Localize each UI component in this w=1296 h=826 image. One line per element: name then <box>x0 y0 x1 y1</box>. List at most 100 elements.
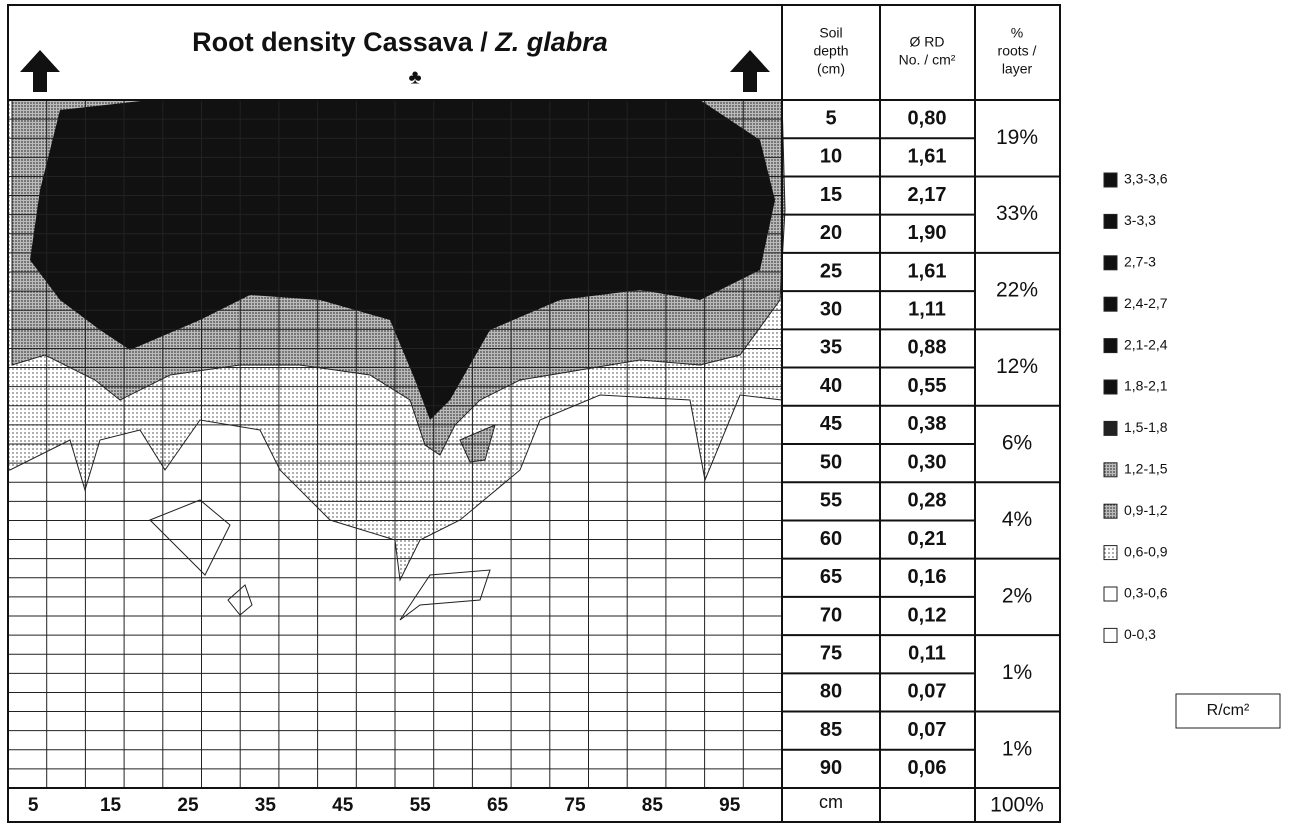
legend-label: 0-0,3 <box>1124 626 1156 642</box>
footer-unit: cm <box>819 792 843 812</box>
rd-value: 0,07 <box>908 719 947 741</box>
legend-swatch <box>1103 255 1118 271</box>
depth: 45 <box>820 413 842 435</box>
depth: 5 <box>825 107 836 129</box>
x-label: 65 <box>487 795 509 816</box>
rd-value: 0,30 <box>908 451 947 473</box>
rd-value: 0,06 <box>908 757 947 779</box>
percent: 22% <box>996 279 1038 302</box>
column-header: roots / <box>998 43 1037 59</box>
percent: 4% <box>1002 508 1032 531</box>
depth: 50 <box>820 451 842 473</box>
symbol: ♣ <box>408 66 421 88</box>
rd-value: 0,12 <box>908 604 947 626</box>
legend-swatch <box>1103 213 1118 229</box>
rd-value: 1,61 <box>908 146 947 168</box>
depth: 70 <box>820 604 842 626</box>
x-label: 75 <box>564 795 586 816</box>
legend-label: 3-3,3 <box>1124 212 1156 228</box>
rd-value: 0,28 <box>908 490 947 512</box>
column-header: No. / cm² <box>899 52 956 68</box>
arrow <box>730 50 770 92</box>
x-label: 55 <box>410 795 432 816</box>
legend-swatch <box>1103 627 1118 643</box>
column-header: Ø RD <box>910 34 945 50</box>
frame <box>7 4 1061 823</box>
depth: 85 <box>820 719 842 741</box>
arrow <box>20 50 60 92</box>
rd-value: 1,11 <box>908 299 946 321</box>
legend-swatch <box>1103 296 1118 312</box>
depth: 20 <box>820 222 842 244</box>
rd-value: 1,90 <box>908 222 947 244</box>
rd-value: 0,21 <box>908 528 947 550</box>
column-header: (cm) <box>817 61 845 77</box>
depth: 55 <box>820 490 842 512</box>
rd-value: 0,38 <box>908 413 947 435</box>
depth: 25 <box>820 260 842 282</box>
percent: 19% <box>996 126 1038 149</box>
percent: 12% <box>996 355 1038 378</box>
footer-total: 100% <box>990 794 1044 817</box>
rd-value: 0,55 <box>908 375 947 397</box>
rd-value: 2,17 <box>908 184 947 206</box>
column-header: layer <box>1002 61 1033 77</box>
depth: 40 <box>820 375 842 397</box>
column-header: Soil <box>819 25 842 41</box>
contour-island <box>399 569 491 621</box>
legend-label: 3,3-3,6 <box>1124 171 1168 187</box>
legend-label: 1,8-2,1 <box>1124 378 1168 394</box>
depth: 30 <box>820 299 842 321</box>
depth: 15 <box>820 184 842 206</box>
rd-value: 0,80 <box>908 107 947 129</box>
percent: 33% <box>996 202 1038 225</box>
legend-unit: R/cm² <box>1207 702 1250 719</box>
legend-swatch <box>1103 172 1118 188</box>
unit-box <box>1175 693 1281 729</box>
legend-label: 2,7-3 <box>1124 254 1156 270</box>
rd-value: 0,11 <box>908 643 946 665</box>
legend-label: 1,2-1,5 <box>1124 461 1168 477</box>
x-label: 95 <box>719 795 741 816</box>
depth: 65 <box>820 566 842 588</box>
legend-swatch <box>1103 338 1118 354</box>
column-header: % <box>1011 25 1023 41</box>
rd-value: 0,16 <box>908 566 947 588</box>
rd-value: 0,88 <box>908 337 947 359</box>
x-label: 5 <box>28 795 39 816</box>
depth: 35 <box>820 337 842 359</box>
percent: 1% <box>1002 737 1032 760</box>
legend-swatch <box>1103 379 1118 395</box>
rd-value: 1,61 <box>908 260 947 282</box>
depth: 80 <box>820 681 842 703</box>
title-italic: Z. glabra <box>494 27 608 57</box>
legend-label: 0,3-0,6 <box>1124 585 1168 601</box>
rd-value: 0,07 <box>908 681 947 703</box>
percent: 1% <box>1002 661 1032 684</box>
legend-label: 2,1-2,4 <box>1124 336 1168 352</box>
x-label: 85 <box>642 795 664 816</box>
x-label: 15 <box>100 795 122 816</box>
depth: 90 <box>820 757 842 779</box>
legend-label: 0,6-0,9 <box>1124 543 1168 559</box>
legend-swatch <box>1103 586 1118 602</box>
legend: 3,3-3,6 3-3,3 2,7-3 2,4-2,7 2,1-2,4 1,8-2,1 1,… <box>1103 171 1281 729</box>
percent: 2% <box>1002 584 1032 607</box>
percent: 6% <box>1002 432 1032 455</box>
contour-island <box>149 499 231 576</box>
depth: 60 <box>820 528 842 550</box>
table: Soil depth (cm) Ø RD No. / cm²% roots / layer 5… <box>7 4 1061 823</box>
title-main: Root density Cassava / <box>192 27 495 57</box>
depth: 10 <box>820 146 842 168</box>
contour-island <box>227 584 253 616</box>
legend-swatch <box>1103 503 1118 519</box>
grid <box>7 99 783 789</box>
legend-label: 2,4-2,7 <box>1124 295 1168 311</box>
legend-swatch <box>1103 462 1118 478</box>
x-label: 45 <box>332 795 354 816</box>
legend-label: 1,5-1,8 <box>1124 419 1168 435</box>
x-label: 25 <box>177 795 199 816</box>
header: Root density Cassava / Z. glabra ♣ <box>20 27 770 92</box>
legend-swatch <box>1103 545 1118 561</box>
